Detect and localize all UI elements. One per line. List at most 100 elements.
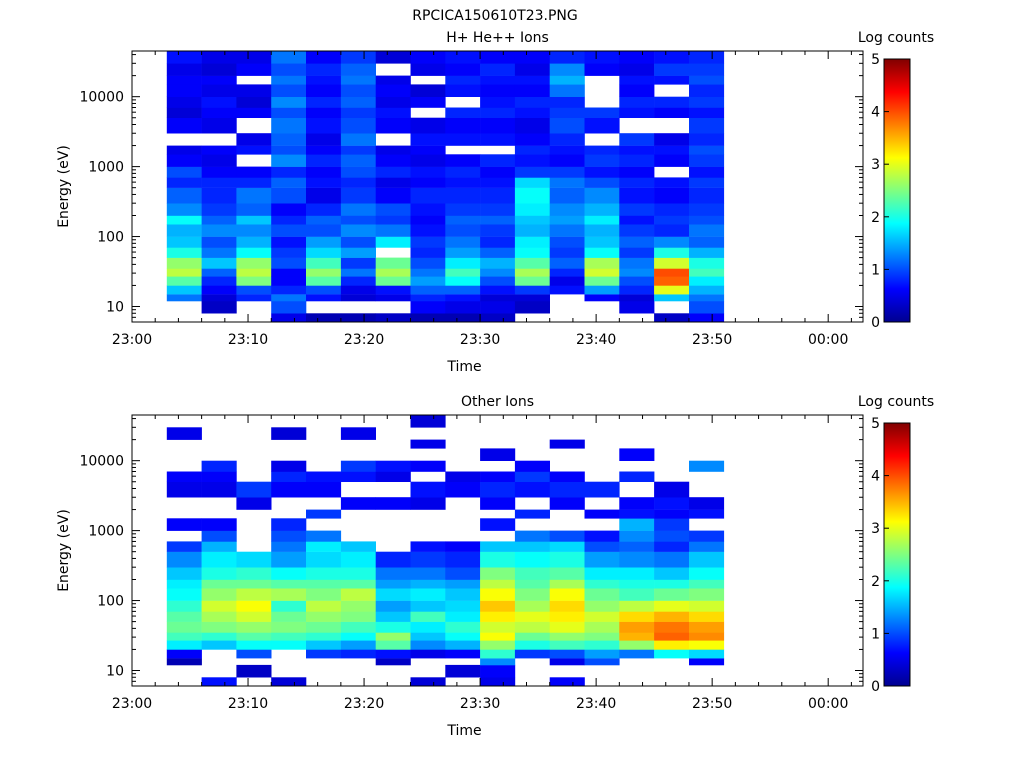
heatmap-cell [375,621,411,633]
heatmap-cell [654,51,690,64]
heatmap-cell [306,313,342,323]
heatmap-cell [619,518,655,531]
heatmap-cell [271,187,307,204]
heatmap-cell [689,236,725,248]
heatmap-cell [445,551,481,568]
heatmap-cell [619,166,655,178]
heatmap-cell [201,518,237,531]
colorbar-label: Log counts [858,394,934,410]
heatmap-cell [375,154,411,167]
heatmap-cell [584,63,620,76]
heatmap-cell [480,551,516,568]
heatmap-cell [340,471,376,482]
heatmap-cell [480,166,516,178]
heatmap-cell [654,640,690,650]
heatmap-cell [445,640,481,650]
heatmap-cell [236,247,272,258]
heatmap-cell [166,84,202,97]
heatmap-cell [584,481,620,498]
heatmap-cell [271,471,307,482]
heatmap-cell [584,257,620,269]
heatmap-cell [480,268,516,277]
heatmap-cell [201,621,237,633]
heatmap-cell [271,588,307,601]
heatmap-cell [375,471,411,482]
heatmap-cell [654,215,690,225]
heatmap-cell [619,541,655,552]
heatmap-cell [549,96,585,108]
heatmap-cell [236,145,272,155]
heatmap-cell [654,96,690,108]
figure-title: RPCICA150610T23.PNG [412,8,577,24]
heatmap-cell [654,63,690,76]
heatmap-cell [271,567,307,580]
heatmap-cell [480,285,516,295]
heatmap-cell [480,588,516,601]
heatmap-cell [549,84,585,97]
heatmap-cell [514,117,550,134]
heatmap-cell [166,294,202,302]
heatmap-cell [514,51,550,64]
heatmap-cell [619,588,655,601]
heatmap-cell [375,145,411,155]
heatmap-cell [514,63,550,76]
heatmap-cell [271,530,307,542]
heatmap-cell [549,481,585,498]
y-axis-label: Energy (eV) [56,145,72,228]
heatmap-cell [654,530,690,542]
colorbar-tick-label: 4 [871,469,880,485]
heatmap-cell [410,154,446,167]
heatmap-cell [445,63,481,76]
heatmap-cell [375,51,411,64]
heatmap-cell [619,247,655,258]
heatmap-cell [340,611,376,622]
heatmap-cell [619,236,655,248]
heatmap-cell [201,611,237,622]
heatmap-cell [514,247,550,258]
heatmap-cell [445,276,481,286]
heatmap-cell [514,236,550,248]
heatmap-cell [514,632,550,641]
heatmap-cell [654,268,690,277]
heatmap-cell [514,84,550,97]
heatmap-cell [480,471,516,482]
heatmap-cell [654,621,690,633]
heatmap-cell [375,658,411,666]
heatmap-cell [340,541,376,552]
heatmap-cell [514,567,550,580]
heatmap-cell [410,588,446,601]
heatmap-cell [445,257,481,269]
heatmap-cell [584,215,620,225]
heatmap-cell [410,621,446,633]
heatmap-cell [689,276,725,286]
heatmap-cell [549,471,585,482]
heatmap-cell [584,658,620,666]
heatmap-cell [201,96,237,108]
heatmap-cell [619,611,655,622]
heatmap-cell [410,294,446,302]
heatmap-cell [306,294,342,302]
heatmap-cell [166,471,202,482]
panel-title: Other Ions [461,394,534,410]
heatmap-cell [375,224,411,237]
heatmap-cell [654,579,690,589]
heatmap-cell [166,224,202,237]
heatmap-cell [514,268,550,277]
heatmap-cell [619,448,655,461]
heatmap-cell [340,276,376,286]
heatmap-cell [549,51,585,64]
heatmap-cell [166,96,202,108]
heatmap-cell [584,621,620,633]
heatmap-cell [236,51,272,64]
heatmap-cell [201,117,237,134]
heatmap-cell [236,268,272,277]
heatmap-cell [410,96,446,108]
heatmap-cell [514,145,550,155]
heatmap-cell [480,247,516,258]
x-tick-label: 23:00 [112,696,152,712]
heatmap-cell [549,530,585,542]
heatmap-cell [584,649,620,659]
heatmap-cell [445,632,481,641]
heatmap-cell [201,481,237,498]
heatmap-cell [306,579,342,589]
